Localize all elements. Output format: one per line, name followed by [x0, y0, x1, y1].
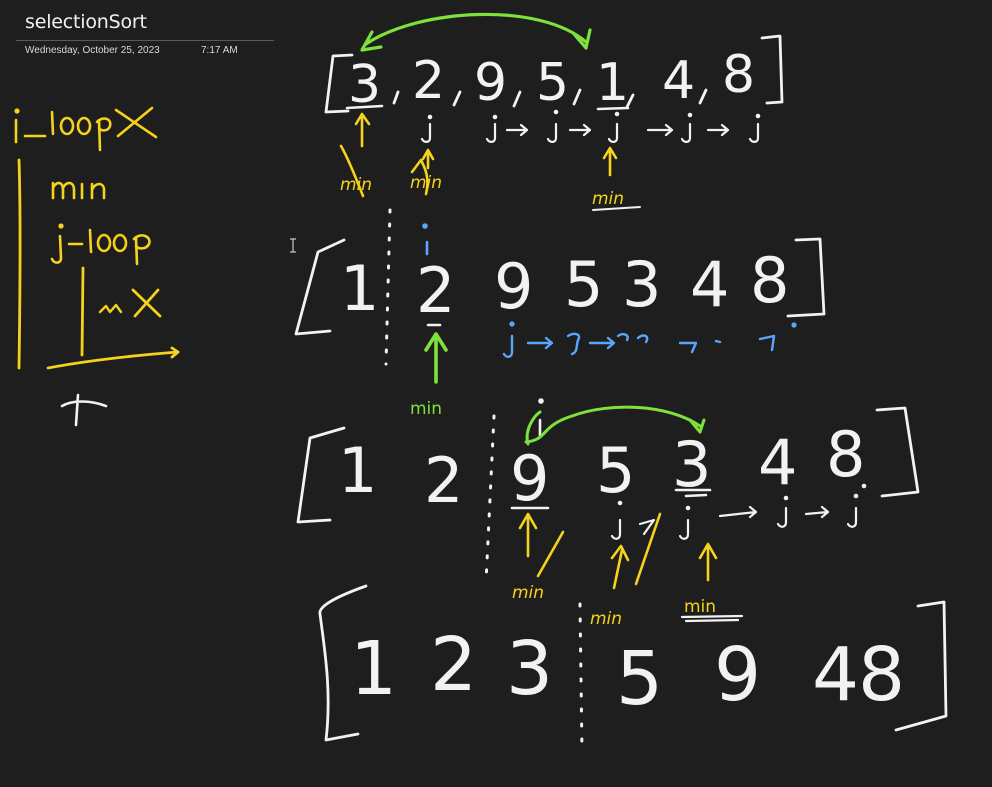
array-4-brackets	[318, 584, 948, 742]
array-2-brackets	[294, 237, 826, 336]
array-4-boundary	[578, 602, 584, 754]
array-1-commas	[392, 88, 708, 109]
array-2-digit-5: 3	[622, 248, 661, 321]
array-3-digit-6: 4	[758, 426, 797, 499]
array-1-swap-arrow	[360, 12, 592, 52]
ink-text: 3 2 9 5 1 4 8 1 2 9 5 3 4 8 1 2 9 5 3 4 …	[338, 45, 905, 722]
array-2-j-loop-trail	[502, 321, 797, 358]
array-3-brackets	[296, 406, 920, 524]
array-2-digit-3: 9	[494, 250, 533, 323]
array-4-digit-1: 1	[350, 626, 397, 712]
array-2-digit-4: 5	[564, 248, 603, 321]
array-4-digit-7: 8	[858, 632, 905, 718]
array-3-digit-2: 2	[424, 444, 463, 517]
note-min	[51, 181, 106, 200]
array-4-digit-5: 9	[714, 632, 761, 718]
array-1-digit-3: 9	[474, 53, 507, 113]
array-1-digit-5: 1	[596, 53, 629, 113]
array-3-digit-3: 9	[510, 442, 549, 515]
array-3-min-label-2: min	[590, 609, 622, 629]
array-2-digit-6: 4	[690, 248, 729, 321]
array-1-brackets	[324, 34, 784, 114]
array-3-min-label-3: min	[684, 597, 716, 617]
array-4-digit-2: 2	[430, 622, 477, 708]
note-i-loop	[14, 108, 112, 152]
array-1-underlines	[345, 104, 630, 111]
note-loop-bracket	[17, 158, 180, 370]
array-3-digit-7: 8	[826, 418, 865, 491]
note-i-loop-done-mark	[114, 106, 158, 139]
array-3-j-markers	[610, 483, 867, 540]
array-1-min-label-3: min	[592, 189, 624, 209]
array-2-min-pointer	[424, 332, 448, 384]
title-divider	[16, 40, 274, 41]
array-3-digit-1: 1	[338, 434, 377, 507]
note-inner-swap	[98, 288, 162, 318]
note-j-loop	[50, 223, 151, 266]
array-2-digit-1: 1	[340, 252, 379, 325]
array-1-min-label-2: min	[410, 173, 442, 193]
page-date: Wednesday, October 25, 2023	[25, 45, 160, 56]
text-cursor-icon	[290, 238, 296, 253]
array-1-digit-2: 2	[412, 51, 445, 111]
array-2-digit-7: 8	[750, 244, 789, 317]
array-3-boundary	[484, 414, 496, 584]
array-4-digit-4: 5	[616, 636, 663, 722]
page-title[interactable]: selectionSort	[25, 11, 147, 33]
array-3-min-underline	[680, 614, 744, 623]
page-header: selectionSort Wednesday, October 25, 202…	[0, 0, 290, 70]
array-3-i-marker	[538, 398, 544, 438]
array-2-i-marker	[422, 223, 442, 327]
array-1-digit-4: 5	[536, 53, 569, 113]
array-3-digit-4: 5	[596, 434, 635, 507]
array-3-underlines	[510, 488, 712, 510]
array-1-digit-6: 4	[662, 51, 695, 111]
array-1-j-markers	[420, 109, 761, 143]
array-1-min-pointers	[339, 112, 641, 211]
array-1-digit-7: 8	[722, 45, 755, 105]
array-2-digit-2: 2	[416, 254, 455, 327]
array-3-min-label-1: min	[512, 583, 544, 603]
page-time: 7:17 AM	[201, 45, 238, 56]
array-2-boundary	[384, 208, 392, 366]
array-1-min-label-1: min	[340, 175, 372, 195]
note-return	[60, 393, 108, 427]
array-4-digit-3: 3	[506, 626, 553, 712]
array-3-digit-5: 3	[672, 428, 711, 501]
array-3-min-pointers	[518, 512, 718, 590]
array-1-digit-1: 3	[348, 55, 381, 115]
array-4-digit-6: 4	[812, 632, 859, 718]
array-3-swap-arrow	[524, 405, 706, 446]
array-2-min-label: min	[410, 399, 442, 419]
